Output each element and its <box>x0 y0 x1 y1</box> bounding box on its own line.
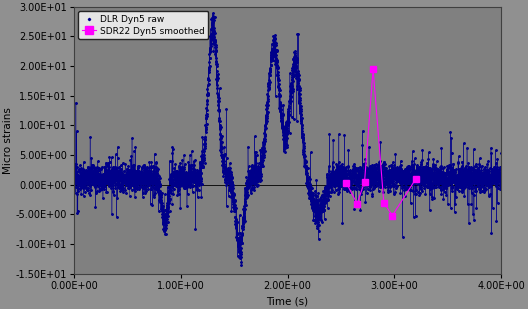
SDR22 Dyn5 smoothed <box>343 181 350 185</box>
Line: SDR22 Dyn5 smoothed: SDR22 Dyn5 smoothed <box>343 66 419 219</box>
SDR22 Dyn5 smoothed <box>389 214 395 218</box>
SDR22 Dyn5 smoothed <box>361 180 367 184</box>
DLR Dyn5 raw <box>381 168 388 172</box>
SDR22 Dyn5 smoothed <box>381 201 387 204</box>
DLR Dyn5 raw <box>254 175 260 179</box>
DLR Dyn5 raw <box>210 11 216 15</box>
SDR22 Dyn5 smoothed <box>413 177 419 181</box>
Y-axis label: Micro strains: Micro strains <box>3 107 13 174</box>
DLR Dyn5 raw <box>250 171 257 175</box>
SDR22 Dyn5 smoothed <box>370 67 376 71</box>
DLR Dyn5 raw <box>238 263 244 266</box>
Legend: DLR Dyn5 raw, SDR22 Dyn5 smoothed: DLR Dyn5 raw, SDR22 Dyn5 smoothed <box>78 11 209 39</box>
DLR Dyn5 raw <box>498 151 505 155</box>
DLR Dyn5 raw <box>71 174 77 177</box>
DLR Dyn5 raw <box>274 59 280 63</box>
Line: DLR Dyn5 raw: DLR Dyn5 raw <box>73 12 502 265</box>
SDR22 Dyn5 smoothed <box>354 202 360 205</box>
DLR Dyn5 raw <box>485 172 492 176</box>
X-axis label: Time (s): Time (s) <box>267 296 309 306</box>
DLR Dyn5 raw <box>464 174 470 178</box>
